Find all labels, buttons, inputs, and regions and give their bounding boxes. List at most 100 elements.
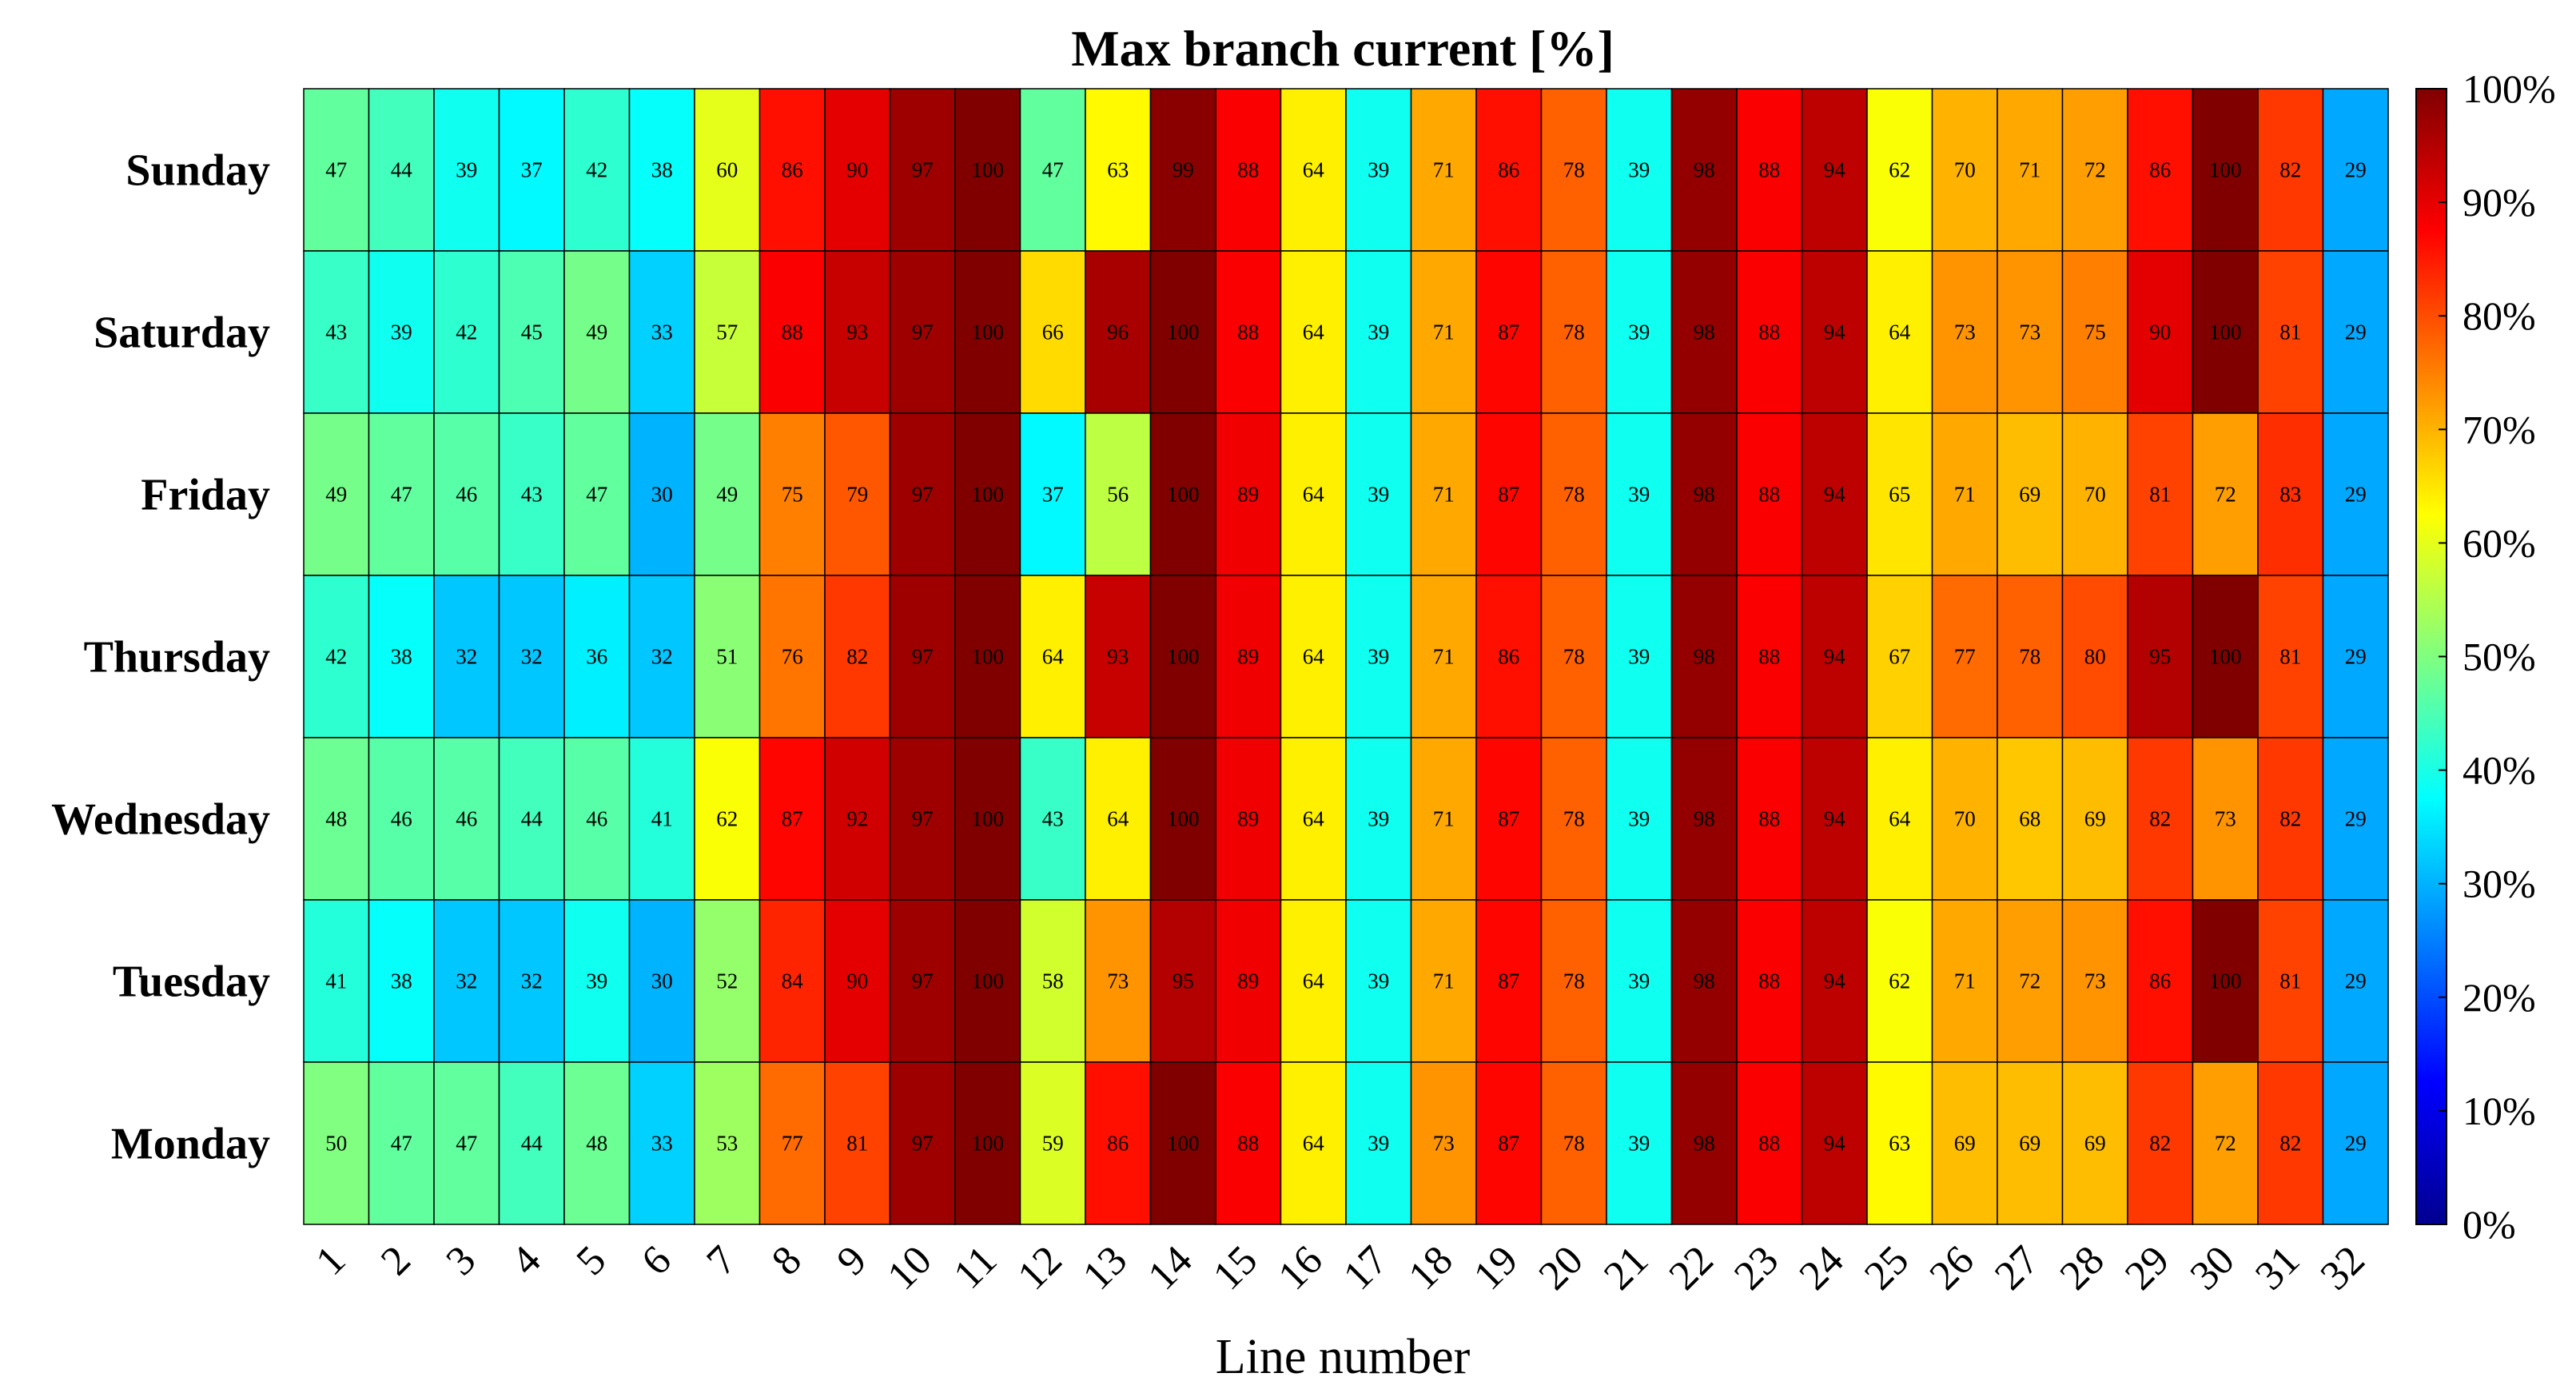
heatmap-cell — [1736, 899, 1803, 1063]
cell-value-label: 56 — [1107, 483, 1129, 507]
cell-value-label: 100 — [1167, 320, 1200, 344]
heatmap-cell — [1475, 575, 1543, 738]
cell-value-label: 100 — [972, 483, 1005, 507]
cell-value-label: 100 — [2209, 645, 2242, 669]
cell-value-label: 29 — [2345, 158, 2367, 182]
cell-value-label: 76 — [782, 645, 803, 669]
heatmap-cell — [2061, 737, 2128, 901]
heatmap-cell — [758, 250, 826, 414]
heatmap-cell — [1215, 575, 1282, 738]
heatmap-cell — [563, 88, 631, 252]
cell-value-label: 83 — [2279, 483, 2301, 507]
heatmap-cell — [1019, 88, 1086, 252]
heatmap-cell — [2192, 575, 2259, 738]
heatmap-cell — [758, 412, 826, 576]
cell-value-label: 100 — [972, 645, 1005, 669]
heatmap-cell — [2127, 575, 2194, 738]
heatmap-cell — [303, 899, 370, 1063]
heatmap-cell — [2127, 88, 2194, 252]
x-tick-label: 23 — [1726, 1237, 1787, 1299]
heatmap-cell — [2127, 250, 2194, 414]
heatmap-cell — [1606, 250, 1673, 414]
cell-value-label: 39 — [1628, 645, 1650, 669]
heatmap-cell — [1085, 1061, 1152, 1225]
cell-value-label: 78 — [2019, 645, 2040, 669]
cell-value-label: 39 — [1628, 320, 1650, 344]
heatmap-cell — [1345, 737, 1412, 901]
heatmap-cell — [1670, 250, 1738, 414]
cell-value-label: 71 — [1433, 807, 1455, 831]
x-tick-label: 4 — [503, 1237, 550, 1284]
colorbar-tick-label: 0% — [2463, 1202, 2516, 1247]
x-tick-label: 16 — [1270, 1237, 1332, 1299]
cell-value-label: 39 — [1628, 969, 1650, 993]
heatmap-cell — [1540, 737, 1607, 901]
cell-value-label: 64 — [1889, 320, 1911, 344]
heatmap-cell — [1801, 250, 1868, 414]
x-tick-label: 5 — [568, 1237, 615, 1284]
colorbar-tick-label: 50% — [2463, 635, 2536, 679]
colorbar-tick-label: 10% — [2463, 1089, 2536, 1133]
cell-value-label: 38 — [651, 158, 673, 182]
heatmap-cell — [889, 88, 956, 252]
cell-value-label: 58 — [1042, 969, 1064, 993]
x-tick-label: 29 — [2116, 1237, 2178, 1299]
heatmap-cell — [1997, 575, 2064, 738]
heatmap-cell — [1540, 1061, 1607, 1225]
heatmap-cell — [1215, 737, 1282, 901]
cell-value-label: 67 — [1889, 645, 1910, 669]
x-tick-label: 28 — [2052, 1237, 2113, 1299]
cell-value-label: 37 — [1042, 483, 1064, 507]
heatmap-cell — [1475, 88, 1543, 252]
cell-value-label: 60 — [716, 158, 738, 182]
heatmap-cell — [1997, 88, 2064, 252]
cell-value-label: 39 — [1368, 483, 1389, 507]
cell-value-label: 46 — [456, 483, 477, 507]
cell-value-label: 44 — [521, 1132, 543, 1156]
cell-value-label: 36 — [586, 645, 607, 669]
cell-value-label: 77 — [782, 1132, 803, 1156]
cell-value-label: 97 — [912, 645, 934, 669]
cell-value-label: 97 — [912, 158, 934, 182]
heatmap-cell — [954, 737, 1021, 901]
heatmap-cell — [1606, 737, 1673, 901]
cell-value-label: 89 — [1237, 483, 1259, 507]
heatmap-cell — [1475, 1061, 1543, 1225]
cell-value-label: 29 — [2345, 807, 2367, 831]
heatmap-cell — [1149, 250, 1216, 414]
cell-value-label: 63 — [1889, 1132, 1910, 1156]
heatmap-cells — [303, 88, 2389, 1225]
cell-value-label: 98 — [1694, 1132, 1715, 1156]
heatmap-cell — [1801, 737, 1868, 901]
heatmap-cell — [433, 899, 500, 1063]
cell-value-label: 57 — [716, 320, 738, 344]
heatmap-cell — [2061, 412, 2128, 576]
cell-value-label: 73 — [1433, 1132, 1455, 1156]
cell-value-label: 88 — [1237, 158, 1259, 182]
cell-value-label: 64 — [1303, 1132, 1325, 1156]
heatmap-cell — [1540, 88, 1607, 252]
heatmap-cell — [628, 899, 695, 1063]
heatmap-cell — [498, 250, 565, 414]
heatmap-cell — [1931, 737, 1998, 901]
cell-value-label: 82 — [2279, 158, 2301, 182]
heatmap-cell — [1475, 250, 1543, 414]
cell-value-label: 88 — [1758, 807, 1780, 831]
cell-value-label: 89 — [1237, 969, 1259, 993]
cell-value-label: 32 — [456, 969, 477, 993]
cell-value-label: 71 — [1433, 483, 1455, 507]
cell-value-label: 98 — [1694, 969, 1715, 993]
cell-value-label: 87 — [782, 807, 803, 831]
heatmap-cell — [303, 575, 370, 738]
heatmap-cell — [1345, 412, 1412, 576]
cell-value-label: 39 — [391, 320, 412, 344]
x-tick-label: 30 — [2182, 1237, 2244, 1299]
cell-value-label: 64 — [1889, 807, 1911, 831]
heatmap-cell — [1019, 575, 1086, 738]
cell-value-label: 49 — [586, 320, 607, 344]
heatmap-cell — [1475, 899, 1543, 1063]
cell-value-label: 33 — [651, 1132, 673, 1156]
heatmap-cell — [2061, 899, 2128, 1063]
heatmap-cell — [1019, 1061, 1086, 1225]
heatmap-cell — [2257, 899, 2324, 1063]
